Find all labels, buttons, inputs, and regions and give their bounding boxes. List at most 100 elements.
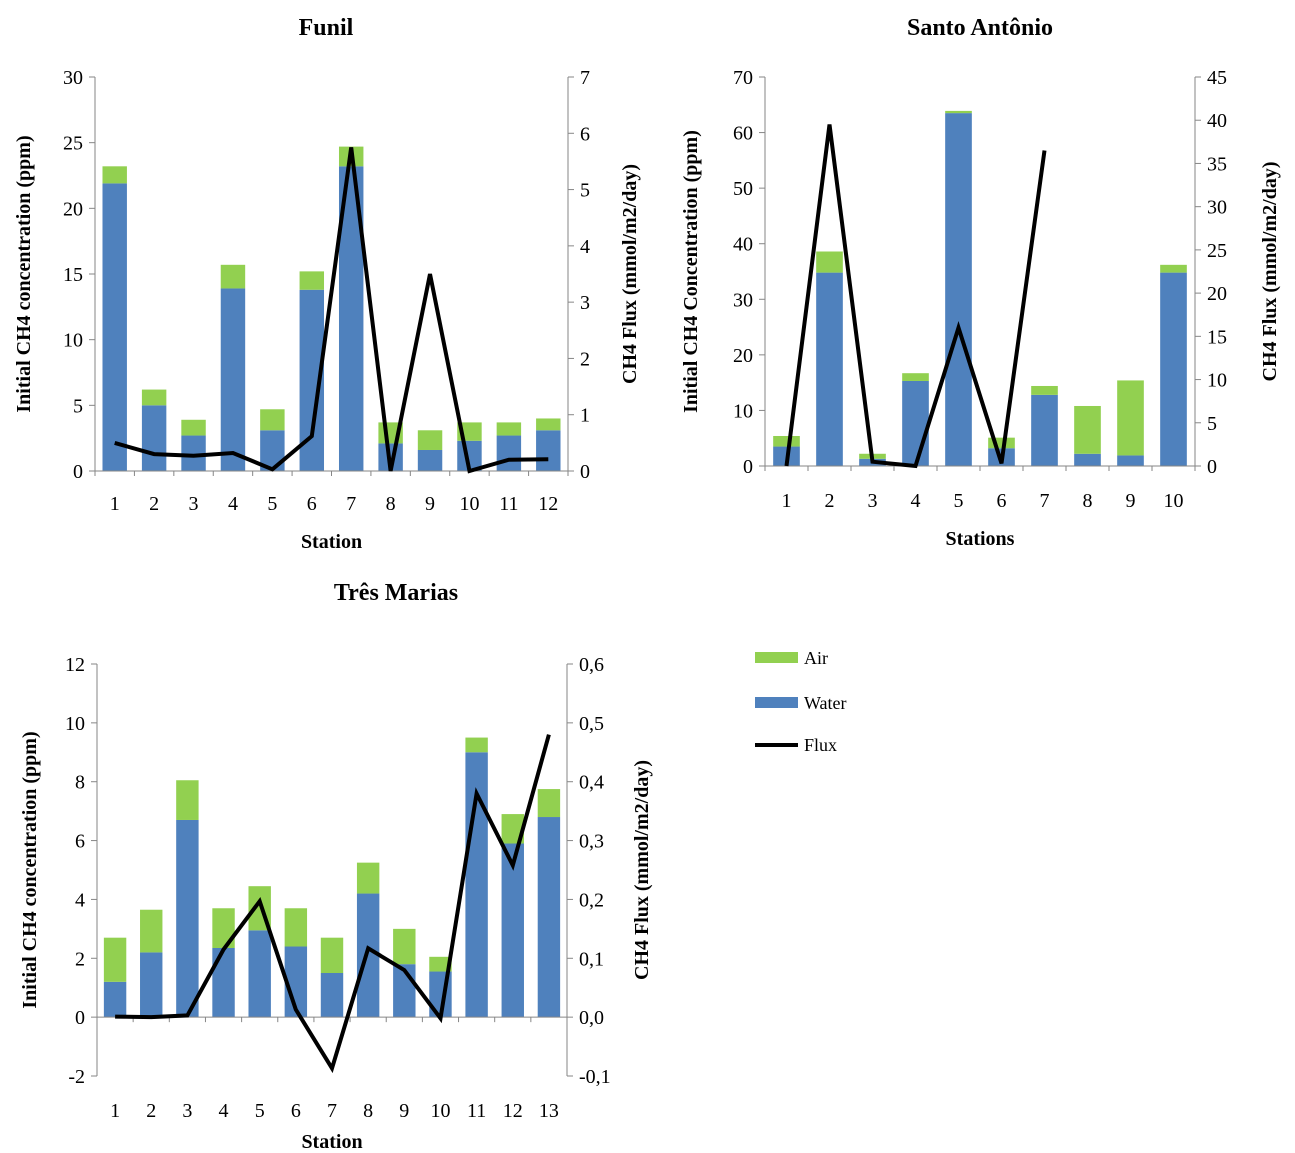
y-axis-title: Initial CH4 Concentration (ppm): [680, 130, 702, 413]
y2-tick-label: 1: [580, 405, 590, 427]
x-tick-label: 11: [499, 493, 518, 515]
y2-tick-label: 0,2: [579, 889, 604, 911]
bar-air: [465, 737, 488, 753]
x-tick-label: 5: [954, 490, 964, 512]
y2-tick-label: 40: [1207, 110, 1227, 132]
bar-water: [496, 435, 522, 471]
y2-tick-label: 35: [1207, 153, 1227, 175]
x-tick-label: 2: [146, 1100, 156, 1122]
bar-air: [260, 409, 285, 431]
x-tick-label: 7: [346, 493, 356, 515]
y2-tick-label: 2: [580, 348, 590, 370]
x-tick-label: 7: [1040, 490, 1050, 512]
x-tick-label: 10: [459, 493, 479, 515]
y-tick-label: 10: [733, 400, 753, 422]
y2-tick-label: 25: [1207, 240, 1227, 262]
bar-water: [284, 946, 308, 1018]
x-tick-label: 3: [868, 490, 878, 512]
flux-line: [784, 124, 1047, 469]
y-tick-label: 8: [75, 772, 85, 794]
x-tick-label: 12: [503, 1100, 523, 1122]
bar-air: [220, 264, 246, 289]
y2-tick-label: 6: [580, 123, 590, 145]
bar-air: [393, 928, 416, 965]
bar-air: [141, 389, 167, 406]
y2-axis-title: CH4 Flux (mmol/m2/day): [1259, 162, 1281, 382]
y-tick-label: 12: [65, 654, 85, 676]
y-tick-label: 50: [733, 178, 753, 200]
y2-axis-title: CH4 Flux (mmol/m2/day): [631, 760, 653, 980]
x-tick-label: 7: [327, 1100, 337, 1122]
y2-tick-label: 5: [580, 180, 590, 202]
y-axis-title: Initial CH4 concentration (ppm): [19, 731, 41, 1008]
x-tick-label: 6: [997, 490, 1007, 512]
x-tick-label: 2: [149, 493, 159, 515]
y-tick-label: 0: [743, 456, 753, 478]
y-tick-label: 25: [63, 133, 83, 155]
y2-tick-label: 20: [1207, 283, 1227, 305]
y2-tick-label: -0,1: [579, 1066, 611, 1088]
x-tick-label: 11: [467, 1100, 486, 1122]
y-tick-label: 0: [75, 1007, 85, 1029]
bar-air: [988, 437, 1015, 449]
x-tick-label: 1: [110, 1100, 120, 1122]
chart-tres-marias: Três Marias-2024681012-0,10,00,10,20,30,…: [19, 580, 653, 1153]
y-tick-label: -2: [68, 1066, 85, 1088]
y2-tick-label: 0,4: [579, 772, 604, 794]
x-tick-label: 10: [430, 1100, 450, 1122]
y-tick-label: 10: [65, 713, 85, 735]
x-tick-label: 8: [363, 1100, 373, 1122]
y-tick-label: 40: [733, 234, 753, 256]
bar-air: [181, 419, 206, 436]
bar-air: [501, 814, 524, 844]
y-tick-label: 30: [733, 289, 753, 311]
x-tick-label: 2: [825, 490, 835, 512]
chart-santo-antonio: Santo Antônio010203040506070051015202530…: [680, 15, 1281, 550]
y2-tick-label: 7: [580, 67, 590, 89]
bar-air: [537, 789, 561, 818]
y-tick-label: 70: [733, 67, 753, 89]
bar-air: [496, 422, 522, 436]
bar-air: [1031, 385, 1058, 395]
bar-air: [417, 430, 443, 450]
bar-water: [501, 843, 524, 1018]
y2-tick-label: 0,1: [579, 948, 604, 970]
y-tick-label: 20: [733, 345, 753, 367]
bar-water: [902, 380, 929, 466]
y-tick-label: 6: [75, 831, 85, 853]
bar-water: [320, 973, 344, 1018]
bar-water: [176, 819, 199, 1018]
x-tick-label: 6: [307, 493, 317, 515]
x-tick-label: 8: [386, 493, 396, 515]
y2-tick-label: 45: [1207, 67, 1227, 89]
x-tick-label: 10: [1164, 490, 1184, 512]
bar-air: [816, 251, 843, 273]
bar-water: [945, 113, 972, 466]
bar-water: [140, 952, 163, 1018]
x-tick-label: 5: [267, 493, 277, 515]
flux-line: [114, 147, 549, 474]
x-tick-label: 9: [1126, 490, 1136, 512]
bar-water: [1117, 455, 1144, 466]
bar-air: [536, 418, 561, 431]
y2-tick-label: 4: [580, 236, 590, 258]
bar-air: [284, 908, 308, 947]
bar-air: [1074, 405, 1101, 454]
y2-tick-label: 0,6: [579, 654, 604, 676]
y-tick-label: 10: [63, 330, 83, 352]
y2-tick-label: 5: [1207, 413, 1217, 435]
chart-title: Funil: [299, 15, 354, 41]
x-axis-title: Stations: [946, 528, 1015, 550]
bar-air: [902, 373, 929, 381]
bar-water: [1160, 272, 1187, 466]
y-tick-label: 30: [63, 67, 83, 89]
flux-line: [115, 734, 551, 1074]
bar-air: [176, 780, 199, 820]
x-tick-label: 5: [255, 1100, 265, 1122]
bar-air: [103, 937, 127, 982]
x-tick-label: 4: [911, 490, 921, 512]
y-tick-label: 60: [733, 123, 753, 145]
x-tick-label: 3: [189, 493, 199, 515]
y2-tick-label: 10: [1207, 370, 1227, 392]
